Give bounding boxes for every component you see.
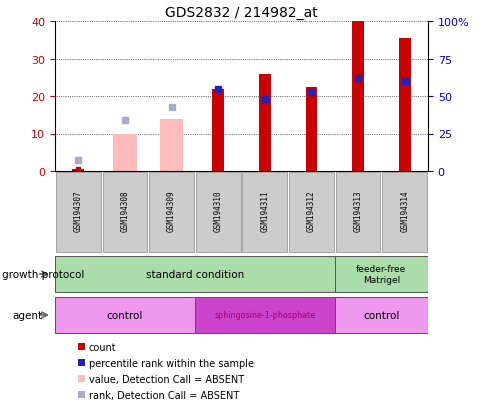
Text: GSM194308: GSM194308 xyxy=(120,190,129,232)
Bar xyxy=(56,172,101,253)
Bar xyxy=(334,256,427,292)
Text: standard condition: standard condition xyxy=(146,269,243,279)
Bar xyxy=(113,134,136,171)
Text: control: control xyxy=(106,310,143,320)
Bar xyxy=(55,256,334,292)
Text: GSM194307: GSM194307 xyxy=(74,190,83,232)
Text: percentile rank within the sample: percentile rank within the sample xyxy=(89,358,254,368)
Text: sphingosine-1-phosphate: sphingosine-1-phosphate xyxy=(214,311,315,320)
Text: feeder-free
Matrigel: feeder-free Matrigel xyxy=(356,264,406,285)
Bar xyxy=(149,172,194,253)
Bar xyxy=(55,297,195,333)
Bar xyxy=(160,119,183,171)
Bar xyxy=(195,297,334,333)
Bar xyxy=(351,22,363,171)
Bar xyxy=(334,297,427,333)
Bar xyxy=(78,375,85,382)
Text: rank, Detection Call = ABSENT: rank, Detection Call = ABSENT xyxy=(89,390,239,400)
Bar xyxy=(72,170,84,171)
Text: GSM194309: GSM194309 xyxy=(166,190,176,232)
Text: GSM194312: GSM194312 xyxy=(306,190,315,232)
Bar xyxy=(102,172,147,253)
Text: control: control xyxy=(363,310,399,320)
Bar xyxy=(398,39,409,171)
Bar xyxy=(288,172,333,253)
Text: GSM194314: GSM194314 xyxy=(399,190,408,232)
Text: GSM194313: GSM194313 xyxy=(353,190,362,232)
Text: growth protocol: growth protocol xyxy=(2,269,85,279)
Bar xyxy=(242,172,287,253)
Bar xyxy=(196,172,240,253)
Bar xyxy=(381,172,426,253)
Bar xyxy=(335,172,379,253)
Bar xyxy=(78,391,85,398)
Text: GSM194311: GSM194311 xyxy=(260,190,269,232)
Bar xyxy=(78,343,85,350)
Text: agent: agent xyxy=(12,310,42,320)
Bar xyxy=(78,359,85,366)
Title: GDS2832 / 214982_at: GDS2832 / 214982_at xyxy=(165,5,317,19)
Bar xyxy=(258,74,270,171)
Text: value, Detection Call = ABSENT: value, Detection Call = ABSENT xyxy=(89,374,243,384)
Text: count: count xyxy=(89,342,116,352)
Text: GSM194310: GSM194310 xyxy=(213,190,222,232)
Bar xyxy=(212,89,224,171)
Bar xyxy=(305,88,317,171)
